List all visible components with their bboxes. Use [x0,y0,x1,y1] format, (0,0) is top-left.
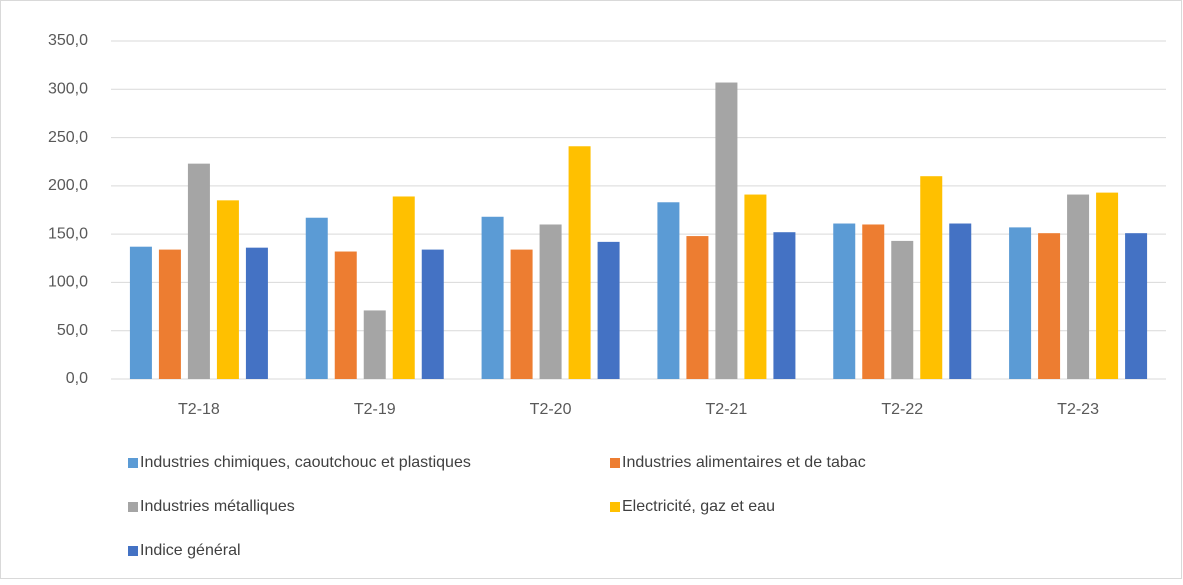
bar [1067,194,1090,379]
bar [920,176,943,379]
bar [862,224,885,379]
x-tick-label: T2-19 [354,401,396,418]
bar [715,82,738,380]
legend-label: Industries alimentaires et de tabac [622,454,866,471]
y-tick-label: 350,0 [48,32,88,49]
y-tick-label: 0,0 [66,370,88,387]
bar [1038,233,1061,379]
legend-swatch [128,458,138,468]
bar [510,249,533,379]
legend-label: Industries chimiques, caoutchouc et plas… [140,454,471,471]
bar [568,146,591,379]
x-tick-label: T2-22 [881,401,923,418]
bar [949,223,972,379]
bar [187,163,210,379]
legend-swatch [610,502,620,512]
bar [686,236,709,379]
y-tick-label: 100,0 [48,274,88,291]
legend-label: Industries métalliques [140,498,295,515]
bar [1096,192,1119,379]
bar [773,232,796,379]
y-tick-label: 50,0 [57,322,88,339]
bar [334,251,357,379]
bar [1125,233,1148,379]
legend-swatch [128,502,138,512]
bar [216,200,239,379]
x-tick-label: T2-23 [1057,401,1099,418]
bar [158,249,181,379]
legend-label: Indice général [140,542,241,559]
legend-swatch [610,458,620,468]
y-tick-label: 250,0 [48,129,88,146]
bar [363,310,386,379]
y-tick-label: 200,0 [48,177,88,194]
legend: Industries chimiques, caoutchouc et plas… [128,454,866,559]
x-tick-label: T2-18 [178,401,220,418]
bar [833,223,856,379]
bar [245,247,268,379]
x-tick-label: T2-21 [706,401,748,418]
bar [481,216,504,379]
y-tick-label: 150,0 [48,225,88,242]
bar [891,240,914,379]
bar [597,241,620,379]
bar [421,249,444,379]
bar [744,194,767,379]
legend-label: Electricité, gaz et eau [622,498,775,515]
x-tick-label: T2-20 [530,401,572,418]
bar [1009,227,1032,379]
y-tick-label: 300,0 [48,81,88,98]
legend-swatch [128,546,138,556]
bar [305,217,328,379]
bar [392,196,415,379]
bar [657,202,680,379]
bar [129,246,152,379]
bar [539,224,562,379]
